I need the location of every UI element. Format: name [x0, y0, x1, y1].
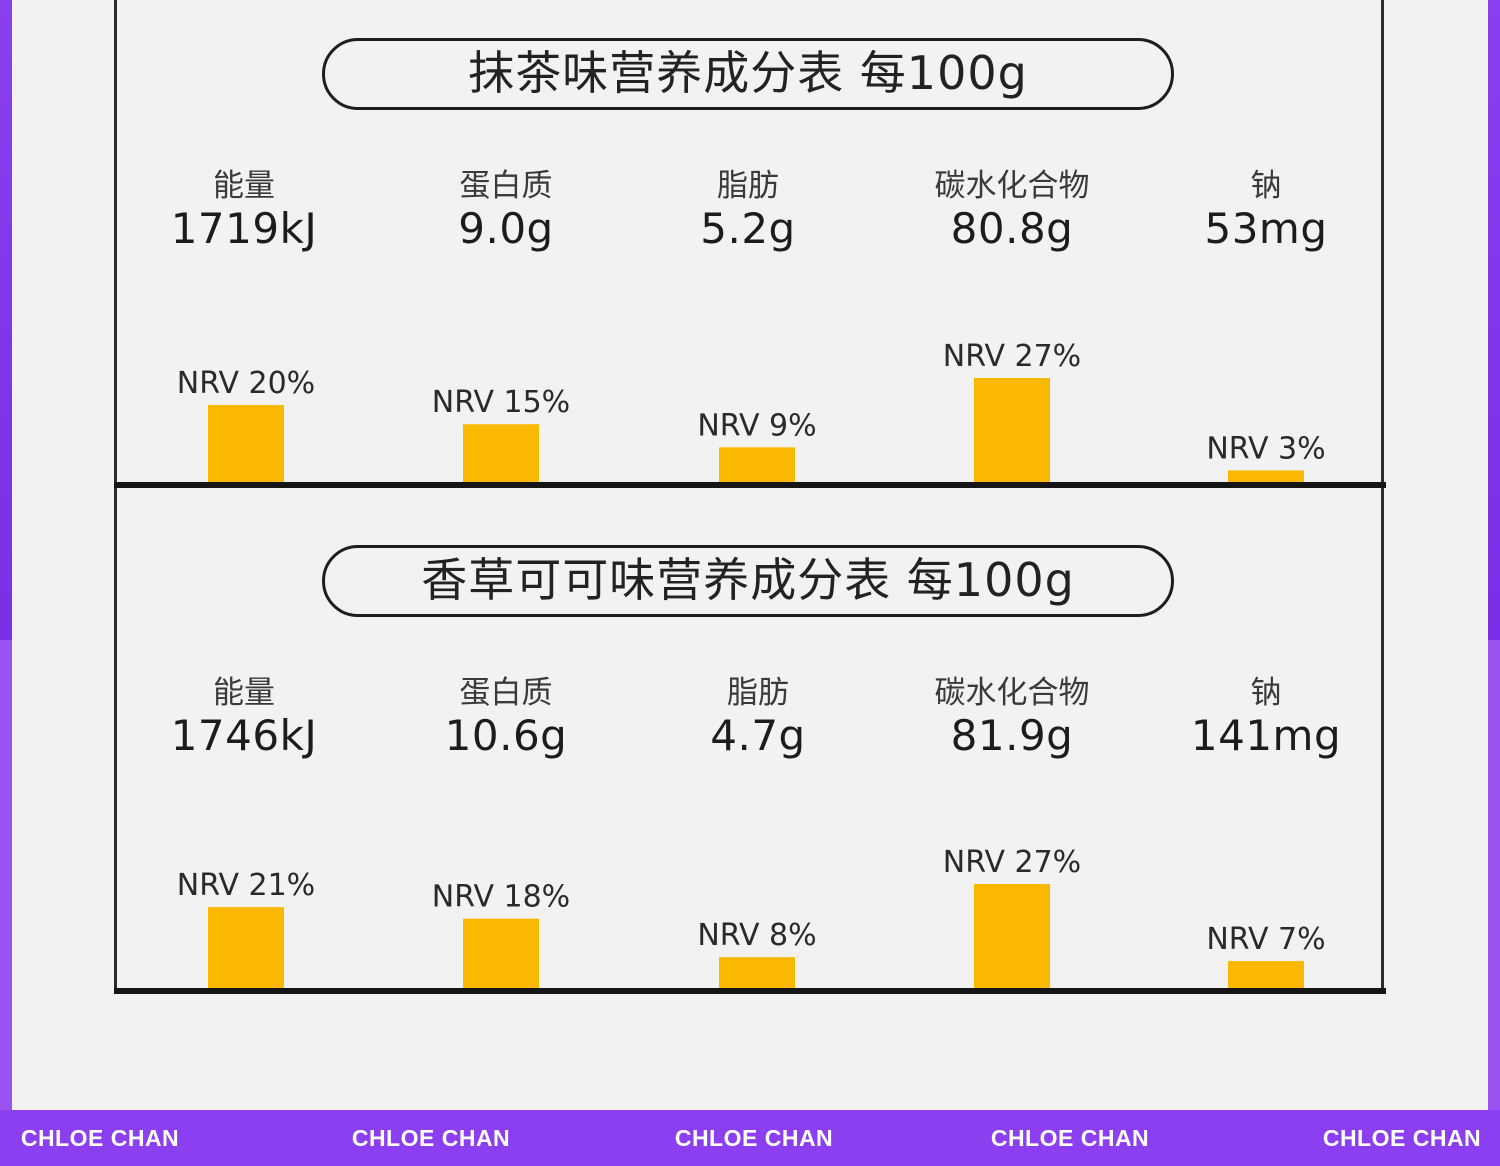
matcha-protein-nrv-bar: [463, 424, 539, 482]
matcha-fat-label: 脂肪: [717, 168, 779, 204]
matcha-protein-nrv-label: NRV 15%: [432, 385, 570, 420]
vanilla-cocoa-energy-nrv-label: NRV 21%: [177, 868, 315, 903]
vanilla-cocoa-fat-nrv-label: NRV 8%: [697, 918, 816, 953]
matcha-energy-nrv-bar: [208, 404, 284, 482]
vanilla-sodium-value: 141mg: [1190, 711, 1342, 760]
vanilla-cocoa-nrv-bar-chart: NRV 21% NRV 18% NRV 8% NRV 27% NRV 7%: [177, 845, 1326, 988]
matcha-energy-nrv-label: NRV 20%: [177, 366, 315, 401]
matcha-carb-value: 80.8g: [950, 204, 1074, 253]
vanilla-cocoa-carb-nrv-label: NRV 27%: [943, 845, 1081, 880]
matcha-nutrition-panel: 抹茶味营养成分表 每100g 能量 蛋白质 脂肪 碳水化合物 钠 1719kJ …: [114, 0, 1386, 494]
brand-name-text: CHLOE CHAN: [674, 1125, 834, 1151]
vanilla-cocoa-chart-baseline: [114, 988, 1386, 994]
matcha-carb-nrv-bar: [974, 378, 1050, 482]
brand-name-text: CHLOE CHAN: [20, 1125, 180, 1151]
matcha-fat-nrv-bar: [719, 447, 795, 482]
vanilla-fat-value: 4.7g: [710, 711, 806, 760]
vanilla-protein-value: 10.6g: [444, 711, 568, 760]
matcha-nrv-bar-chart: NRV 20% NRV 15% NRV 9% NRV 27% NRV 3%: [177, 339, 1326, 482]
matcha-protein-label: 蛋白质: [459, 168, 553, 204]
matcha-table-title: 抹茶味营养成分表 每100g: [322, 38, 1174, 110]
vanilla-cocoa-sodium-nrv-label: NRV 7%: [1206, 922, 1325, 957]
vanilla-cocoa-nutrition-panel: 香草可可味营养成分表 每100g 能量 蛋白质 脂肪 碳水化合物 钠 1746k…: [114, 500, 1386, 994]
vanilla-sodium-label: 钠: [1250, 675, 1282, 711]
matcha-sodium-nrv-label: NRV 3%: [1206, 431, 1325, 466]
vanilla-cocoa-energy-nrv-bar: [208, 907, 284, 988]
matcha-sodium-nrv-bar: [1228, 470, 1304, 482]
nutrition-board-frame: [114, 0, 1384, 994]
vanilla-cocoa-protein-nrv-label: NRV 18%: [432, 880, 570, 915]
left-accent-strip: [0, 0, 12, 1110]
matcha-chart-baseline: [114, 482, 1386, 488]
vanilla-carb-value: 81.9g: [950, 711, 1074, 760]
vanilla-protein-label: 蛋白质: [459, 675, 553, 711]
matcha-fat-value: 5.2g: [700, 204, 796, 253]
vanilla-cocoa-table-title: 香草可可味营养成分表 每100g: [322, 545, 1174, 617]
vanilla-energy-value: 1746kJ: [170, 711, 318, 760]
matcha-energy-label: 能量: [213, 168, 275, 204]
vanilla-carb-label: 碳水化合物: [934, 675, 1090, 711]
brand-footer-band: CHLOE CHAN CHLOE CHAN CHLOE CHAN CHLOE C…: [0, 1110, 1500, 1166]
matcha-carb-nrv-label: NRV 27%: [943, 339, 1081, 374]
vanilla-cocoa-sodium-nrv-bar: [1228, 961, 1304, 988]
brand-name-text: CHLOE CHAN: [1322, 1125, 1482, 1151]
vanilla-cocoa-carb-nrv-bar: [974, 884, 1050, 988]
vanilla-energy-label: 能量: [213, 675, 275, 711]
brand-name-text: CHLOE CHAN: [990, 1125, 1150, 1151]
brand-name-text: CHLOE CHAN: [351, 1125, 511, 1151]
matcha-sodium-value: 53mg: [1204, 204, 1328, 253]
vanilla-cocoa-fat-nrv-bar: [719, 957, 795, 988]
matcha-sodium-label: 钠: [1250, 168, 1282, 204]
matcha-energy-value: 1719kJ: [170, 204, 318, 253]
matcha-protein-value: 9.0g: [458, 204, 554, 253]
right-accent-strip: [1488, 0, 1500, 1110]
matcha-carb-label: 碳水化合物: [934, 168, 1090, 204]
vanilla-cocoa-protein-nrv-bar: [463, 918, 539, 988]
vanilla-fat-label: 脂肪: [727, 675, 789, 711]
matcha-fat-nrv-label: NRV 9%: [697, 408, 816, 443]
